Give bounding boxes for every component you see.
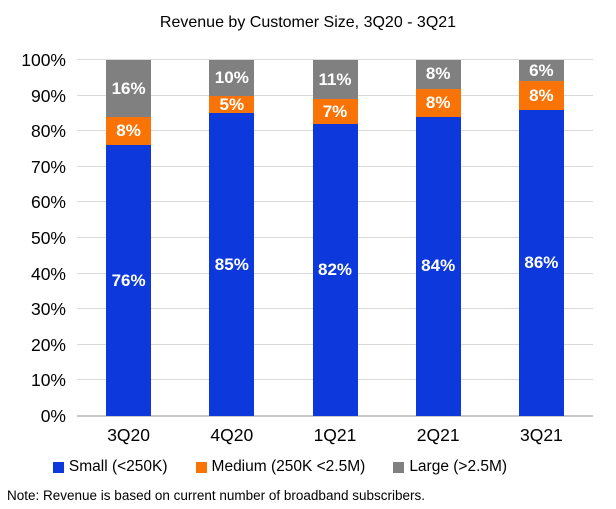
bar-segment: 11% — [312, 60, 358, 100]
bar-segment: 16% — [106, 60, 152, 117]
bar-segment: 86% — [518, 109, 564, 416]
bar-segment: 84% — [415, 116, 461, 416]
legend-item: Large (>2.5M) — [393, 457, 507, 477]
data-label: 11% — [318, 69, 352, 89]
stacked-bar-4q20: 85% 5% 10% — [209, 60, 255, 416]
bar-segment: 82% — [312, 124, 358, 416]
y-axis: 0% 10% 20% 30% 40% 50% 60% 70% 80% 90% 100% — [0, 50, 66, 426]
stacked-bar-3q21: 86% 8% 6% — [518, 60, 564, 416]
data-label: 86% — [524, 252, 559, 272]
bar-segment: 85% — [209, 113, 255, 416]
data-label: 8% — [529, 85, 554, 105]
y-tick-label: 90% — [30, 85, 66, 106]
data-label: 8% — [425, 92, 451, 112]
plot-area: 76% 8% 16% 85% 5% 10% 82% 7% 11% 84% 8% 8% 86% 8% 6% — [77, 59, 593, 417]
y-tick-label: 20% — [30, 334, 66, 355]
stacked-bar-2q21: 84% 8% 8% — [415, 60, 461, 416]
bar-segment: 8% — [415, 60, 461, 89]
bar-segment: 8% — [415, 88, 461, 117]
data-label: 10% — [214, 67, 249, 87]
y-tick-label: 40% — [30, 263, 66, 284]
data-label: 8% — [116, 121, 141, 141]
bar-segment: 10% — [209, 60, 255, 96]
data-label: 84% — [421, 256, 456, 276]
y-tick-label: 30% — [30, 299, 66, 320]
legend-label: Medium (250K <2.5M) — [211, 458, 366, 475]
y-tick-label: 50% — [30, 228, 66, 248]
x-tick-label: 1Q21 — [313, 425, 357, 445]
y-tick-label: 10% — [30, 370, 66, 391]
y-tick-label: 70% — [30, 156, 66, 177]
y-tick-label: 100% — [21, 50, 66, 70]
legend-item: Small (<250K) — [52, 457, 168, 477]
chart-note: Note: Revenue is based on current number… — [7, 488, 425, 503]
gridline — [77, 59, 593, 60]
data-label: 85% — [214, 254, 249, 274]
x-axis-line — [77, 415, 593, 417]
data-label: 76% — [111, 270, 146, 290]
x-tick-label: 3Q20 — [107, 425, 150, 445]
bar-segment: 7% — [312, 99, 358, 125]
data-label: 7% — [322, 101, 348, 121]
data-label: 82% — [317, 260, 353, 280]
legend-swatch-icon — [195, 461, 207, 473]
stacked-bar-1q21: 82% 7% 11% — [312, 60, 358, 416]
legend: Small (<250K) Medium (250K <2.5M) Large (>… — [0, 457, 588, 477]
bar-segment: 8% — [106, 116, 152, 146]
legend-item: Medium (250K <2.5M) — [195, 457, 366, 477]
chart-title: Revenue by Customer Size, 3Q20 - 3Q21 — [159, 14, 457, 31]
legend-swatch-icon — [52, 461, 64, 473]
stacked-bar-3q20: 76% 8% 16% — [106, 60, 152, 416]
bar-segment: 8% — [518, 81, 564, 110]
y-tick-label: 80% — [30, 121, 66, 142]
bar-segment: 6% — [518, 60, 564, 82]
legend-label: Large (>2.5M) — [409, 458, 508, 475]
y-tick-label: 60% — [30, 192, 66, 213]
x-tick-label: 2Q21 — [416, 425, 460, 445]
data-label: 8% — [425, 64, 451, 84]
bar-segment: 5% — [209, 94, 255, 114]
legend-label: Small (<250K) — [68, 458, 168, 475]
legend-swatch-icon — [393, 461, 405, 473]
data-label: 6% — [529, 60, 554, 80]
x-tick-label: 4Q20 — [210, 425, 254, 445]
bar-segment: 76% — [106, 145, 152, 416]
data-label: 5% — [219, 94, 245, 114]
x-axis: 3Q20 4Q20 1Q21 2Q21 3Q21 — [77, 424, 593, 446]
data-label: 16% — [111, 78, 146, 98]
x-tick-label: 3Q21 — [519, 425, 563, 445]
y-tick-label: 0% — [40, 406, 66, 426]
